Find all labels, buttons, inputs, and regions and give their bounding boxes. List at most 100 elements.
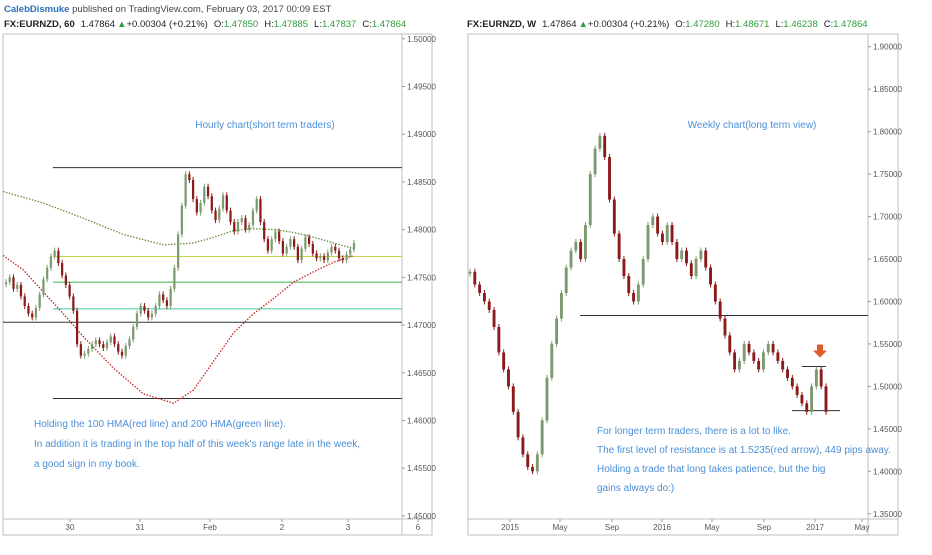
candle-body[interactable] <box>617 233 621 260</box>
candle-body[interactable] <box>46 267 49 280</box>
candle-body[interactable] <box>584 225 587 260</box>
candle-body[interactable] <box>670 225 674 243</box>
candle-body[interactable] <box>579 242 583 260</box>
candle-body[interactable] <box>270 239 273 251</box>
candle-body[interactable] <box>31 313 34 318</box>
candle-body[interactable] <box>315 253 318 259</box>
candle-body[interactable] <box>555 318 559 344</box>
candle-body[interactable] <box>507 369 510 387</box>
candle-body[interactable] <box>723 318 727 336</box>
candle-body[interactable] <box>814 369 818 387</box>
candle-body[interactable] <box>737 360 741 370</box>
candle-body[interactable] <box>709 267 712 285</box>
candle-body[interactable] <box>248 224 251 230</box>
candle-body[interactable] <box>57 250 60 264</box>
candle-body[interactable] <box>819 369 823 387</box>
candle-body[interactable] <box>622 259 626 277</box>
candle-body[interactable] <box>16 284 19 289</box>
candle-body[interactable] <box>304 237 307 249</box>
candle-body[interactable] <box>612 199 616 234</box>
candle-body[interactable] <box>199 202 202 213</box>
candle-body[interactable] <box>188 174 191 181</box>
candle-body[interactable] <box>135 313 139 327</box>
candle-body[interactable] <box>34 307 38 318</box>
candle-body[interactable] <box>771 343 775 353</box>
candle-body[interactable] <box>61 263 64 276</box>
candle-body[interactable] <box>776 352 780 361</box>
candle-body[interactable] <box>19 284 23 297</box>
candle-body[interactable] <box>23 296 26 306</box>
candle-body[interactable] <box>800 394 804 404</box>
candle-body[interactable] <box>341 258 344 261</box>
candle-body[interactable] <box>627 276 631 293</box>
candle-body[interactable] <box>742 343 746 361</box>
candle-body[interactable] <box>718 301 722 319</box>
candle-body[interactable] <box>259 199 262 222</box>
candle-body[interactable] <box>559 292 563 319</box>
candle-body[interactable] <box>225 195 228 211</box>
candle-body[interactable] <box>757 360 761 370</box>
candle-body[interactable] <box>516 411 520 438</box>
candle-body[interactable] <box>473 271 477 285</box>
candle-body[interactable] <box>64 275 67 285</box>
candle-body[interactable] <box>699 250 703 260</box>
candle-body[interactable] <box>608 157 611 200</box>
candle-body[interactable] <box>574 242 578 251</box>
candle-body[interactable] <box>102 344 105 348</box>
candle-body[interactable] <box>296 246 299 261</box>
candle-body[interactable] <box>694 259 698 277</box>
candle-body[interactable] <box>147 310 150 318</box>
candle-body[interactable] <box>786 369 789 378</box>
candle-body[interactable] <box>68 284 71 297</box>
candle-body[interactable] <box>210 196 213 211</box>
candle-body[interactable] <box>143 305 146 311</box>
candle-body[interactable] <box>255 199 258 211</box>
candle-body[interactable] <box>285 246 288 254</box>
candle-body[interactable] <box>545 377 549 421</box>
candle-body[interactable] <box>251 210 255 225</box>
candle-body[interactable] <box>646 225 650 260</box>
candle-body[interactable] <box>229 210 232 222</box>
candle-body[interactable] <box>665 225 669 243</box>
candle-body[interactable] <box>330 246 333 253</box>
candle-body[interactable] <box>326 252 329 261</box>
candle-body[interactable] <box>713 284 717 302</box>
candle-body[interactable] <box>636 284 640 302</box>
candle-body[interactable] <box>492 309 496 327</box>
candle-body[interactable] <box>497 326 501 353</box>
candle-body[interactable] <box>588 174 592 226</box>
candle-body[interactable] <box>824 386 828 412</box>
candle-body[interactable] <box>165 300 169 306</box>
candle-body[interactable] <box>263 221 266 240</box>
candle-body[interactable] <box>244 218 247 230</box>
candle-body[interactable] <box>482 292 486 302</box>
candle-body[interactable] <box>704 250 708 268</box>
candle-body[interactable] <box>98 340 101 345</box>
candle-body[interactable] <box>221 195 225 209</box>
candle-body[interactable] <box>322 256 326 261</box>
candle-body[interactable] <box>12 277 15 289</box>
candle-body[interactable] <box>113 336 116 345</box>
candle-body[interactable] <box>49 256 53 268</box>
candle-body[interactable] <box>766 343 770 353</box>
candle-body[interactable] <box>810 386 814 412</box>
candle-body[interactable] <box>169 288 172 306</box>
candle-body[interactable] <box>180 205 183 235</box>
candle-body[interactable] <box>94 340 97 345</box>
candle-body[interactable] <box>90 344 94 349</box>
candle-body[interactable] <box>105 342 109 348</box>
candle-body[interactable] <box>214 210 217 221</box>
candle-body[interactable] <box>195 199 198 213</box>
candle-body[interactable] <box>177 234 180 268</box>
candle-body[interactable] <box>53 250 56 257</box>
candle-body[interactable] <box>218 208 221 221</box>
candle-body[interactable] <box>795 386 799 395</box>
candle-body[interactable] <box>675 242 679 260</box>
candle-body[interactable] <box>487 301 491 310</box>
candle-body[interactable] <box>4 282 8 285</box>
candle-body[interactable] <box>233 221 236 232</box>
candle-body[interactable] <box>128 339 131 347</box>
candle-body[interactable] <box>307 237 311 244</box>
candle-body[interactable] <box>83 353 86 356</box>
candle-body[interactable] <box>278 231 281 242</box>
